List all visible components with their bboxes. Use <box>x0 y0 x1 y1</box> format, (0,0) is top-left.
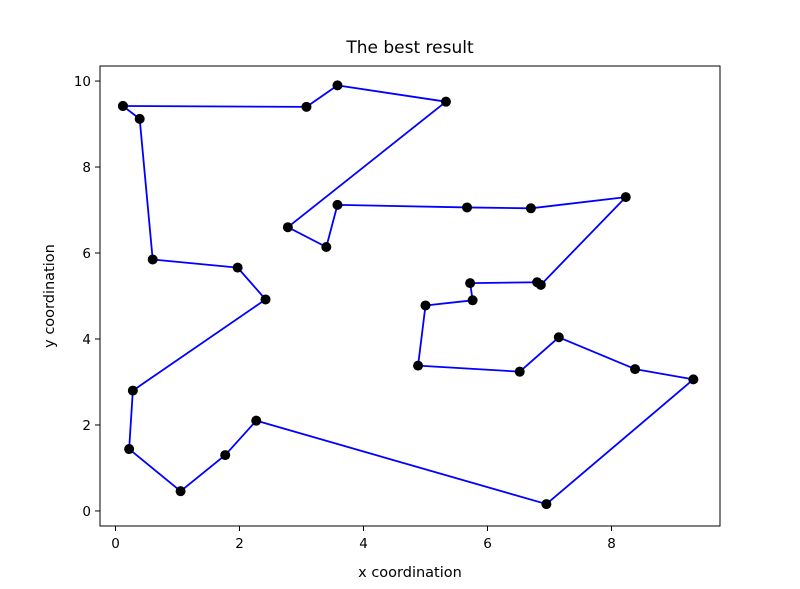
data-point <box>232 262 243 273</box>
data-point <box>462 202 473 213</box>
data-point <box>134 113 145 124</box>
y-tick-label: 10 <box>74 74 91 90</box>
data-point <box>420 300 431 311</box>
data-point <box>525 203 536 214</box>
data-point <box>117 100 128 111</box>
y-tick-label: 2 <box>82 418 91 434</box>
data-point <box>553 332 564 343</box>
data-point <box>620 192 631 203</box>
y-tick-label: 4 <box>82 332 91 348</box>
x-axis: 0 2 4 6 8 <box>111 526 616 552</box>
x-axis-label: x coordination <box>358 565 462 581</box>
data-point <box>321 241 332 252</box>
data-point <box>301 101 312 112</box>
y-tick-label: 6 <box>82 246 91 262</box>
data-point <box>260 294 271 305</box>
x-tick-label: 6 <box>483 536 492 552</box>
route-line <box>122 84 695 505</box>
data-point <box>467 295 478 306</box>
plot-area <box>117 80 699 510</box>
data-point <box>413 360 424 371</box>
data-point <box>124 444 135 455</box>
plot-frame <box>99 65 721 527</box>
data-point <box>440 96 451 107</box>
x-tick-label: 4 <box>359 536 368 552</box>
data-point <box>688 374 699 385</box>
data-point <box>147 254 158 265</box>
y-tick-label: 0 <box>82 504 91 520</box>
data-point <box>532 277 543 288</box>
x-tick-label: 0 <box>111 536 120 552</box>
data-point <box>630 364 641 375</box>
y-axis: 0 2 4 6 8 10 <box>74 74 100 520</box>
data-point <box>514 366 525 377</box>
x-tick-label: 2 <box>235 536 244 552</box>
data-point <box>127 385 138 396</box>
data-point <box>251 415 262 426</box>
y-tick-label: 8 <box>82 160 91 176</box>
data-point <box>220 450 231 461</box>
data-point <box>282 222 293 233</box>
data-point <box>175 486 186 497</box>
data-point <box>332 80 343 91</box>
data-point <box>465 278 476 289</box>
data-point <box>332 199 343 210</box>
data-point <box>541 499 552 510</box>
y-axis-label: y coordination <box>42 244 58 348</box>
x-tick-label: 8 <box>607 536 616 552</box>
chart-title: The best result <box>345 38 474 58</box>
